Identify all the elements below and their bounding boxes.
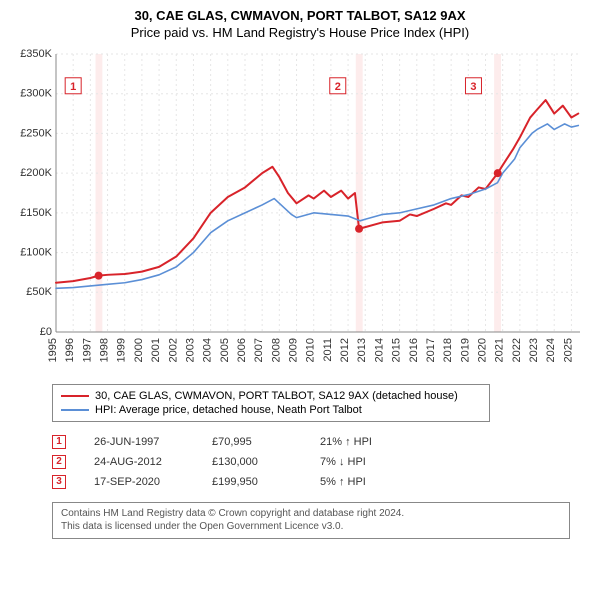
sale-price: £130,000 bbox=[212, 456, 292, 468]
x-tick-label: 2020 bbox=[477, 338, 489, 362]
x-tick-label: 2007 bbox=[253, 338, 265, 362]
sales-table: 1 26-JUN-1997 £70,995 21% ↑ HPI 2 24-AUG-2012… bbox=[52, 432, 590, 492]
legend-box: 30, CAE GLAS, CWMAVON, PORT TALBOT, SA12… bbox=[52, 384, 490, 422]
sale-diff: 5% ↑ HPI bbox=[320, 476, 410, 488]
x-tick-label: 2024 bbox=[545, 338, 557, 362]
sale-badge: 1 bbox=[52, 435, 66, 449]
x-tick-label: 1997 bbox=[81, 338, 93, 362]
sale-marker-number: 3 bbox=[470, 81, 476, 93]
x-tick-label: 2018 bbox=[442, 338, 454, 362]
x-tick-label: 2025 bbox=[562, 338, 574, 362]
y-tick-label: £100K bbox=[20, 246, 52, 258]
x-tick-label: 2008 bbox=[270, 338, 282, 362]
sale-row: 1 26-JUN-1997 £70,995 21% ↑ HPI bbox=[52, 432, 590, 452]
sale-diff: 21% ↑ HPI bbox=[320, 436, 410, 448]
x-tick-label: 2016 bbox=[408, 338, 420, 362]
x-tick-label: 2004 bbox=[202, 338, 214, 362]
x-tick-label: 2017 bbox=[425, 338, 437, 362]
x-tick-label: 2014 bbox=[373, 338, 385, 362]
y-tick-label: £250K bbox=[20, 127, 52, 139]
legend-item: 30, CAE GLAS, CWMAVON, PORT TALBOT, SA12… bbox=[61, 389, 481, 403]
sale-marker-dot bbox=[494, 169, 502, 177]
sale-row: 3 17-SEP-2020 £199,950 5% ↑ HPI bbox=[52, 472, 590, 492]
sale-date: 17-SEP-2020 bbox=[94, 476, 184, 488]
attribution-box: Contains HM Land Registry data © Crown c… bbox=[52, 502, 570, 539]
y-tick-label: £300K bbox=[20, 88, 52, 100]
x-tick-label: 1996 bbox=[64, 338, 76, 362]
y-tick-label: £350K bbox=[20, 48, 52, 60]
x-tick-label: 1998 bbox=[99, 338, 111, 362]
sale-price: £70,995 bbox=[212, 436, 292, 448]
sale-badge: 3 bbox=[52, 475, 66, 489]
x-tick-label: 2021 bbox=[494, 338, 506, 362]
attribution-line-2: This data is licensed under the Open Gov… bbox=[61, 520, 561, 534]
sale-marker-number: 1 bbox=[70, 81, 76, 93]
y-tick-label: £0 bbox=[40, 326, 52, 338]
x-tick-label: 2023 bbox=[528, 338, 540, 362]
legend-label: 30, CAE GLAS, CWMAVON, PORT TALBOT, SA12… bbox=[95, 390, 458, 402]
sale-marker-dot bbox=[355, 225, 363, 233]
x-tick-label: 2002 bbox=[167, 338, 179, 362]
y-tick-label: £50K bbox=[26, 286, 52, 298]
legend-label: HPI: Average price, detached house, Neat… bbox=[95, 404, 362, 416]
sale-badge: 2 bbox=[52, 455, 66, 469]
x-tick-label: 2006 bbox=[236, 338, 248, 362]
x-tick-label: 2013 bbox=[356, 338, 368, 362]
legend-item: HPI: Average price, detached house, Neat… bbox=[61, 403, 481, 417]
x-tick-label: 1999 bbox=[116, 338, 128, 362]
legend-swatch bbox=[61, 395, 89, 397]
sale-price: £199,950 bbox=[212, 476, 292, 488]
x-tick-label: 2000 bbox=[133, 338, 145, 362]
chart-container: 30, CAE GLAS, CWMAVON, PORT TALBOT, SA12… bbox=[0, 0, 600, 549]
x-tick-label: 2022 bbox=[511, 338, 523, 362]
x-tick-label: 2015 bbox=[391, 338, 403, 362]
sale-row: 2 24-AUG-2012 £130,000 7% ↓ HPI bbox=[52, 452, 590, 472]
x-tick-label: 2003 bbox=[184, 338, 196, 362]
x-tick-label: 1995 bbox=[47, 338, 59, 362]
chart-subtitle: Price paid vs. HM Land Registry's House … bbox=[10, 25, 590, 40]
sale-diff: 7% ↓ HPI bbox=[320, 456, 410, 468]
chart-plot-area: £0 £50K £100K £150K £200K £250K £300K £350K 1995… bbox=[10, 46, 590, 376]
y-tick-label: £200K bbox=[20, 167, 52, 179]
x-tick-label: 2019 bbox=[459, 338, 471, 362]
sale-date: 26-JUN-1997 bbox=[94, 436, 184, 448]
x-tick-label: 2005 bbox=[219, 338, 231, 362]
x-tick-label: 2010 bbox=[305, 338, 317, 362]
attribution-line-1: Contains HM Land Registry data © Crown c… bbox=[61, 507, 561, 521]
x-tick-label: 2009 bbox=[288, 338, 300, 362]
legend-swatch bbox=[61, 409, 89, 411]
x-tick-label: 2011 bbox=[322, 338, 334, 362]
y-tick-label: £150K bbox=[20, 207, 52, 219]
chart-title: 30, CAE GLAS, CWMAVON, PORT TALBOT, SA12… bbox=[10, 8, 590, 25]
sale-date: 24-AUG-2012 bbox=[94, 456, 184, 468]
sale-marker-number: 2 bbox=[335, 81, 341, 93]
x-tick-label: 2001 bbox=[150, 338, 162, 362]
chart-svg: £0 £50K £100K £150K £200K £250K £300K £350K 1995… bbox=[10, 46, 590, 376]
x-tick-label: 2012 bbox=[339, 338, 351, 362]
sale-marker-dot bbox=[95, 272, 103, 280]
